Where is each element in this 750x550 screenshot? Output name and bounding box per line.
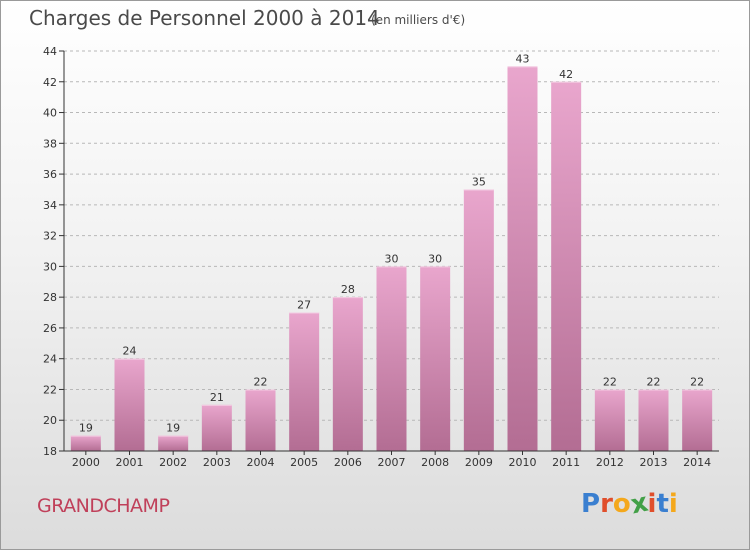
y-tick-label: 26 [43, 322, 57, 335]
y-tick-label: 18 [43, 445, 57, 458]
y-tick-label: 44 [43, 45, 57, 58]
x-tick-label: 2009 [465, 456, 493, 469]
data-label: 19 [79, 422, 93, 435]
x-tick-label: 2013 [640, 456, 668, 469]
y-tick-label: 40 [43, 107, 57, 120]
bar [594, 389, 625, 451]
data-label: 24 [123, 345, 137, 358]
y-tick-label: 28 [43, 291, 57, 304]
data-label: 21 [210, 391, 224, 404]
bar [420, 266, 451, 451]
data-label: 27 [297, 299, 311, 312]
x-tick-label: 2011 [552, 456, 580, 469]
logo-letter: t [656, 489, 669, 519]
data-label: 22 [603, 375, 617, 388]
logo-letter: o [612, 489, 631, 519]
logo-letter: r [600, 489, 613, 519]
bar [463, 189, 494, 451]
x-tick-label: 2006 [334, 456, 362, 469]
data-label: 22 [647, 375, 661, 388]
data-label: 22 [254, 375, 268, 388]
x-tick-label: 2014 [683, 456, 711, 469]
logo-letter: P [581, 489, 601, 519]
bar [70, 435, 101, 451]
y-tick-label: 36 [43, 168, 57, 181]
commune-name: GRANDCHAMP [37, 495, 170, 517]
bar [638, 389, 669, 451]
y-tick-label: 24 [43, 353, 57, 366]
x-tick-label: 2005 [290, 456, 318, 469]
data-label: 42 [559, 68, 573, 81]
chart-subtitle: (en milliers d'€) [371, 13, 466, 27]
chart-title: Charges de Personnel 2000 à 2014 [29, 6, 380, 30]
data-label: 19 [166, 422, 180, 435]
y-tick-label: 34 [43, 199, 57, 212]
bar [114, 358, 145, 451]
data-label: 43 [516, 52, 530, 65]
logo-letter: i [668, 489, 678, 519]
bar [507, 66, 538, 451]
x-tick-label: 2004 [247, 456, 275, 469]
bar [332, 297, 363, 451]
x-tick-label: 2010 [509, 456, 537, 469]
x-tick-label: 2003 [203, 456, 231, 469]
x-tick-label: 2002 [159, 456, 187, 469]
y-tick-label: 22 [43, 383, 57, 396]
bar [376, 266, 407, 451]
x-tick-label: 2012 [596, 456, 624, 469]
y-tick-label: 38 [43, 137, 57, 150]
bar [682, 389, 713, 451]
bar [245, 389, 276, 451]
bar [158, 435, 189, 451]
x-tick-label: 2007 [378, 456, 406, 469]
bar [551, 81, 582, 452]
y-tick-label: 32 [43, 230, 57, 243]
data-label: 35 [472, 175, 486, 188]
x-tick-label: 2008 [421, 456, 449, 469]
logo-letter: i [647, 489, 657, 519]
proxiti-logo: Proxiti [581, 488, 678, 521]
bar [289, 312, 320, 451]
data-label: 28 [341, 283, 355, 296]
bar [201, 404, 232, 451]
data-label: 30 [385, 252, 399, 265]
data-label: 30 [428, 252, 442, 265]
data-label: 22 [690, 375, 704, 388]
y-tick-label: 30 [43, 260, 57, 273]
y-tick-label: 42 [43, 76, 57, 89]
x-tick-label: 2001 [116, 456, 144, 469]
x-tick-label: 2000 [72, 456, 100, 469]
y-tick-label: 20 [43, 414, 57, 427]
